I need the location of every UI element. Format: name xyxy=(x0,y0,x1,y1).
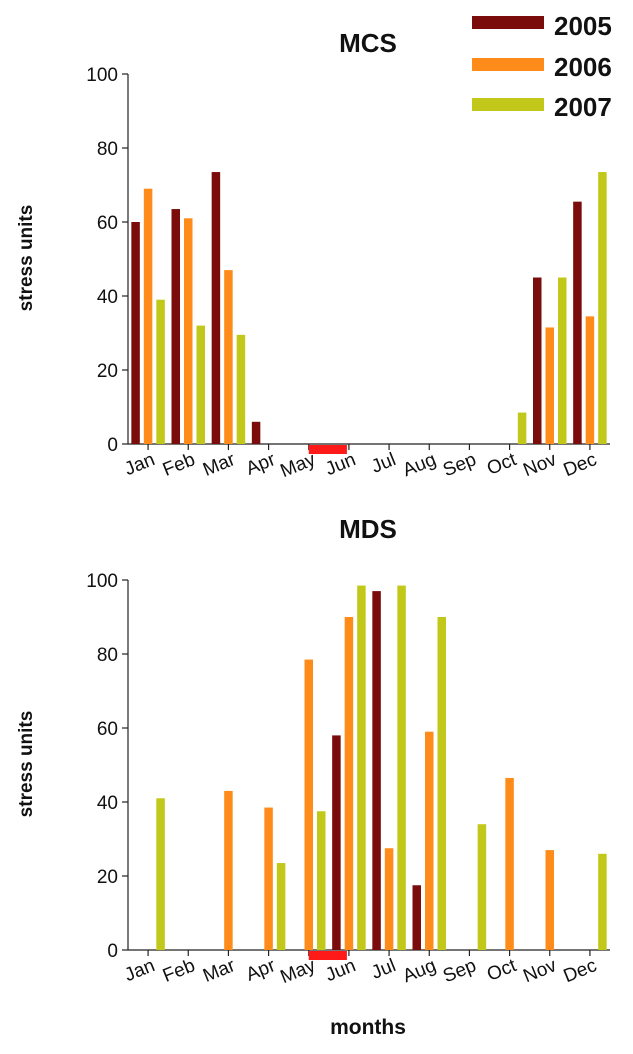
mcs-x-tick-label: Apr xyxy=(243,449,279,480)
mcs-bar-2005-apr xyxy=(251,421,261,444)
legend-label-2005: 2005 xyxy=(554,11,612,41)
x-axis-label: months xyxy=(330,1016,406,1039)
mds-bar-2007-jul xyxy=(397,585,406,950)
mds-bar-2007-apr xyxy=(276,863,286,950)
mds-bar-2006-may xyxy=(304,659,313,950)
mds-bar-2005-jul xyxy=(372,591,381,950)
legend-label-2007: 2007 xyxy=(554,92,612,122)
legend-swatch-2005 xyxy=(472,16,544,29)
mcs-x-tick-label: Feb xyxy=(160,449,198,481)
mds-bar-2007-jun xyxy=(357,585,366,950)
mcs-bar-2006-dec xyxy=(585,316,595,444)
mds-x-tick-label: Aug xyxy=(400,955,439,987)
legend-label-2006: 2006 xyxy=(554,52,612,82)
mds-bar-2007-dec xyxy=(598,853,607,950)
mcs-bar-2007-jan xyxy=(156,299,165,444)
mds-bar-2006-jun xyxy=(344,617,354,950)
legend: 2005 2006 2007 xyxy=(472,11,612,122)
mcs-y-tick-label: 40 xyxy=(97,287,118,308)
mcs-x-tick-label: Jul xyxy=(369,449,399,478)
legend-swatch-2006 xyxy=(472,58,544,71)
mds-x-tick-label: Feb xyxy=(160,955,198,987)
mds-bar-2005-jun xyxy=(332,735,341,950)
mds-x-tick-label: Jan xyxy=(122,955,158,986)
mds-x-tick-label: Nov xyxy=(520,955,560,987)
mcs-bar-2006-mar xyxy=(224,270,233,444)
mcs-y-tick-label: 20 xyxy=(97,361,118,382)
mcs-bar-2005-mar xyxy=(211,172,221,445)
mcs-x-tick-label: Sep xyxy=(440,449,479,481)
mcs-y-tick-label: 0 xyxy=(107,435,118,456)
mds-bar-2006-aug xyxy=(425,731,434,950)
mds-x-tick-label: Oct xyxy=(484,955,520,986)
mds-y-tick-label: 60 xyxy=(97,719,118,740)
mds-y-tick-label: 20 xyxy=(97,867,118,888)
mcs-x-tick-label: Oct xyxy=(484,449,520,480)
mds-chart-title: MDS xyxy=(339,514,397,544)
mds-bar-2007-may xyxy=(317,811,326,950)
mcs-chart-title: MCS xyxy=(339,28,397,58)
mds-y-tick-label: 40 xyxy=(97,793,118,814)
mds-x-tick-label: Mar xyxy=(200,955,239,987)
mds-bar-2006-nov xyxy=(545,850,554,950)
mcs-y-axis-label: stress units xyxy=(16,205,37,312)
mcs-bar-2005-feb xyxy=(171,209,180,444)
mcs-bar-2007-dec xyxy=(598,172,607,445)
mcs-x-tick-label: Aug xyxy=(400,449,439,481)
mds-y-tick-label: 100 xyxy=(86,571,118,592)
mcs-bar-2006-feb xyxy=(184,218,193,444)
mds-y-tick-label: 80 xyxy=(97,645,118,666)
mds-y-tick-label: 0 xyxy=(107,941,118,962)
mds-bar-2006-mar xyxy=(224,790,233,950)
mds-x-tick-label: Apr xyxy=(243,955,279,986)
mcs-y-tick-label: 100 xyxy=(86,65,118,86)
mcs-bar-2007-oct xyxy=(517,412,527,444)
mcs-x-tick-label: Jan xyxy=(122,449,158,480)
mds-bar-2005-aug xyxy=(412,885,421,950)
mcs-bar-2006-nov xyxy=(545,327,554,444)
mcs-y-tick-label: 60 xyxy=(97,213,118,234)
mds-y-axis-label: stress units xyxy=(16,711,37,818)
mcs-bar-2007-mar xyxy=(236,334,246,444)
mcs-x-tick-label: Dec xyxy=(561,449,600,481)
mcs-x-tick-label: Nov xyxy=(520,449,560,481)
mcs-highlight-marker xyxy=(308,445,347,454)
legend-swatch-2007 xyxy=(472,98,544,111)
mcs-bar-2005-dec xyxy=(573,201,582,444)
mcs-bar-2005-jan xyxy=(131,222,140,444)
mcs-x-tick-label: Mar xyxy=(200,449,239,481)
mds-bar-2007-sep xyxy=(477,824,487,950)
mds-bar-2006-apr xyxy=(264,807,273,950)
mcs-bar-2006-jan xyxy=(143,188,153,444)
mds-x-tick-label: Jul xyxy=(369,955,399,984)
mds-bar-2006-oct xyxy=(505,777,514,950)
mcs-y-tick-label: 80 xyxy=(97,139,118,160)
mcs-bar-2007-nov xyxy=(558,277,567,444)
mds-highlight-marker xyxy=(308,951,347,960)
mds-bar-2007-jan xyxy=(156,798,165,950)
mcs-bar-2005-nov xyxy=(533,277,542,444)
mcs-bar-2007-feb xyxy=(196,325,205,444)
mds-x-tick-label: Dec xyxy=(561,955,600,987)
mds-bar-2006-jul xyxy=(384,848,394,950)
mds-bar-2007-aug xyxy=(437,617,446,950)
mds-x-tick-label: Sep xyxy=(440,955,479,987)
